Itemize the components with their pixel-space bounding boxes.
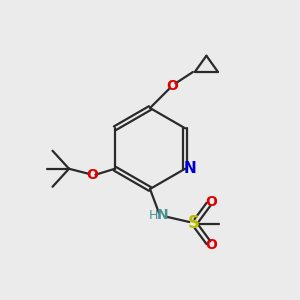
Text: S: S [188, 214, 200, 232]
Text: O: O [167, 79, 178, 92]
Text: O: O [205, 238, 217, 252]
Text: O: O [205, 195, 217, 209]
Text: O: O [86, 168, 98, 182]
Text: N: N [157, 208, 169, 222]
Text: N: N [184, 161, 197, 176]
Text: H: H [148, 209, 158, 222]
